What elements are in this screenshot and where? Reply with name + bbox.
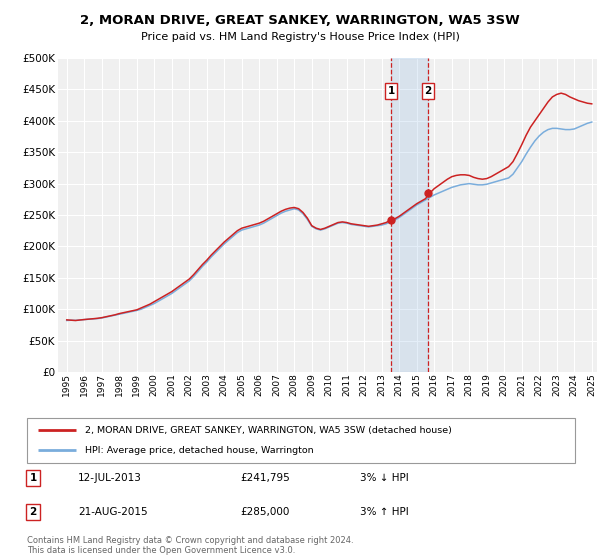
Text: 2, MORAN DRIVE, GREAT SANKEY, WARRINGTON, WA5 3SW: 2, MORAN DRIVE, GREAT SANKEY, WARRINGTON… — [80, 14, 520, 27]
Text: £241,795: £241,795 — [240, 473, 290, 483]
Text: 21-AUG-2015: 21-AUG-2015 — [78, 507, 148, 517]
Text: HPI: Average price, detached house, Warrington: HPI: Average price, detached house, Warr… — [85, 446, 313, 455]
Text: 1: 1 — [29, 473, 37, 483]
Text: Price paid vs. HM Land Registry's House Price Index (HPI): Price paid vs. HM Land Registry's House … — [140, 32, 460, 42]
Text: 3% ↑ HPI: 3% ↑ HPI — [360, 507, 409, 517]
FancyBboxPatch shape — [27, 418, 575, 463]
Text: 3% ↓ HPI: 3% ↓ HPI — [360, 473, 409, 483]
Text: £285,000: £285,000 — [240, 507, 289, 517]
Text: 2, MORAN DRIVE, GREAT SANKEY, WARRINGTON, WA5 3SW (detached house): 2, MORAN DRIVE, GREAT SANKEY, WARRINGTON… — [85, 426, 451, 435]
Text: 2: 2 — [29, 507, 37, 517]
Bar — [391, 58, 428, 372]
Text: Contains HM Land Registry data © Crown copyright and database right 2024.
This d: Contains HM Land Registry data © Crown c… — [27, 536, 353, 556]
Text: 12-JUL-2013: 12-JUL-2013 — [78, 473, 142, 483]
Text: 1: 1 — [388, 86, 395, 96]
Text: 2: 2 — [424, 86, 431, 96]
